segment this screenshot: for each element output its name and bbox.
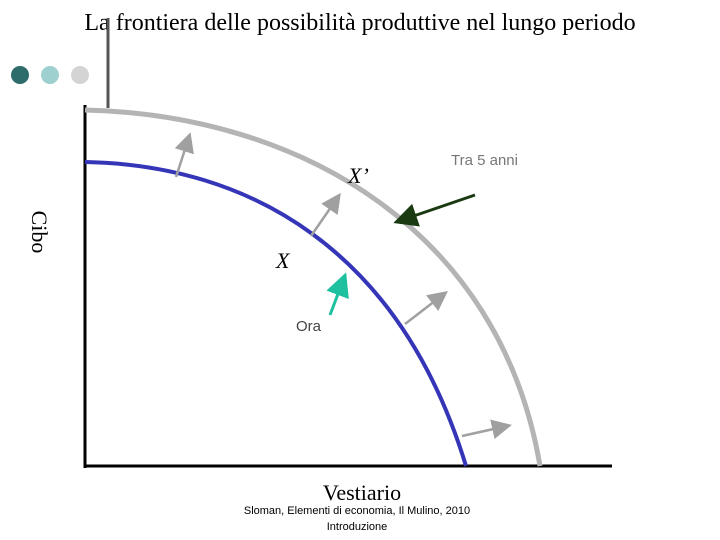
old-point-label: X: [275, 248, 291, 273]
old-arrow: [326, 272, 349, 316]
bullets: [11, 66, 89, 84]
section: Introduzione: [327, 521, 388, 533]
new-frontier: [84, 107, 543, 467]
title: La frontiera delle possibilità produttiv…: [84, 10, 635, 36]
new-frontier-label: Tra 5 anni: [451, 152, 518, 169]
new-arrow: [393, 193, 476, 227]
old-frontier: [84, 160, 468, 467]
x-axis-label: Vestiario: [323, 480, 401, 505]
new-point-label: X’: [347, 163, 369, 188]
source: Sloman, Elementi di economia, Il Mulino,…: [244, 505, 470, 517]
y-axis-label: Cibo: [27, 211, 52, 254]
old-frontier-label: Ora: [296, 318, 322, 335]
shift-arrows: [174, 132, 512, 440]
